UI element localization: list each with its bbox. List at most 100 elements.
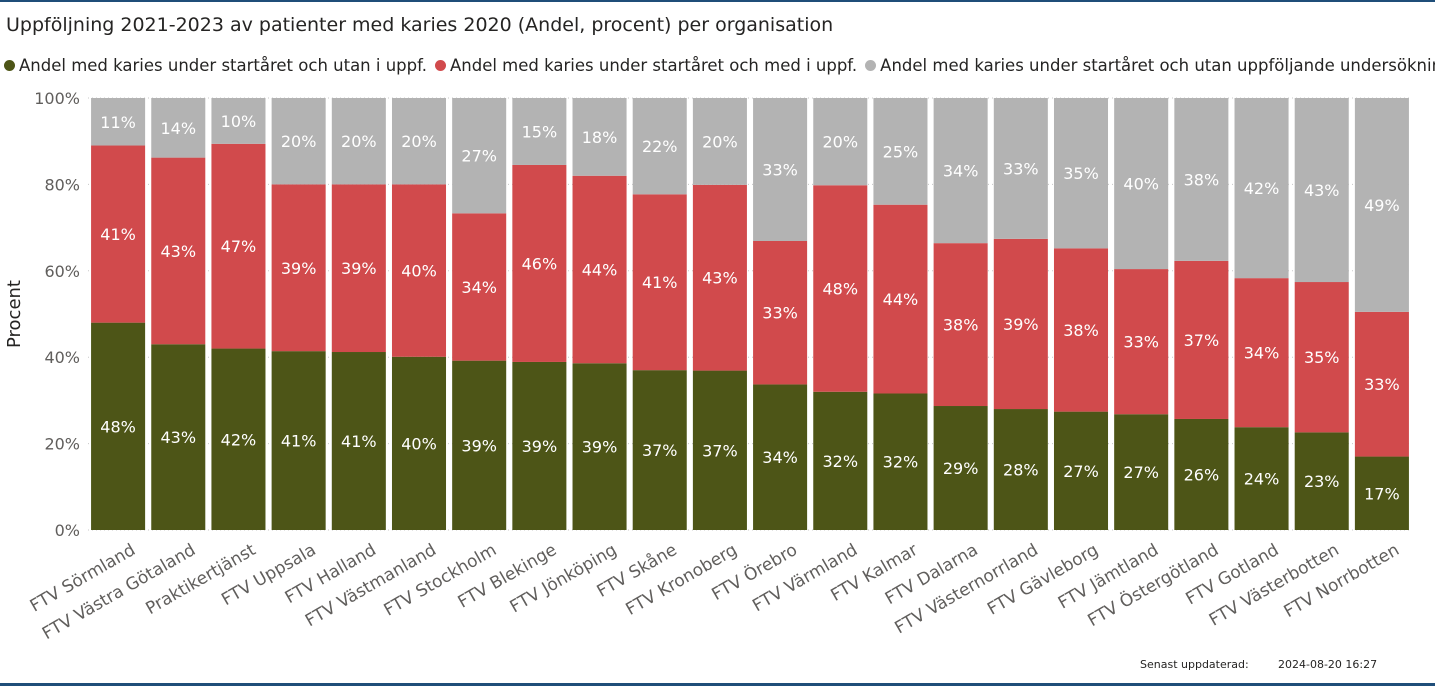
y-axis-title: Procent — [4, 280, 25, 348]
data-label: 33% — [1003, 159, 1039, 178]
bar-segment — [331, 98, 386, 185]
bar-segment — [512, 361, 567, 530]
data-label: 34% — [943, 162, 979, 181]
data-label: 43% — [1304, 181, 1340, 200]
bar-segment — [151, 344, 206, 530]
bar-segment — [572, 175, 627, 364]
data-label: 39% — [522, 437, 558, 456]
data-label: 41% — [341, 432, 377, 451]
bar-segment — [271, 98, 326, 185]
data-label: 34% — [762, 448, 798, 467]
bar-segment — [1354, 456, 1409, 530]
data-label: 40% — [1123, 175, 1159, 194]
data-label: 32% — [883, 453, 919, 472]
data-label: 43% — [160, 428, 196, 447]
data-label: 22% — [642, 137, 678, 156]
data-label: 27% — [1063, 462, 1099, 481]
bar-segment — [1174, 418, 1229, 530]
y-tick-label: 60% — [44, 262, 80, 281]
data-label: 39% — [341, 259, 377, 278]
data-label: 33% — [1123, 333, 1159, 352]
bar-segment — [1114, 414, 1169, 530]
bar-segment — [933, 98, 988, 244]
data-label: 39% — [461, 436, 497, 455]
chart-title: Uppföljning 2021-2023 av patienter med k… — [6, 14, 834, 36]
bar-segment — [1354, 98, 1409, 312]
data-label: 41% — [100, 225, 136, 244]
bar-segment — [331, 184, 386, 353]
bar-segment — [1053, 411, 1109, 530]
data-label: 17% — [1364, 484, 1400, 503]
legend-label-series-2: Andel med karies under startåret och med… — [449, 56, 858, 75]
data-label: 44% — [883, 290, 919, 309]
bar-segment — [331, 352, 386, 530]
bar-segment — [813, 391, 868, 530]
data-label: 40% — [401, 262, 437, 281]
top-rule — [0, 0, 1435, 2]
bar-segment — [271, 351, 326, 530]
bar-segment — [1053, 248, 1109, 412]
bar-segment — [692, 184, 747, 371]
data-label: 41% — [642, 273, 678, 292]
data-label: 39% — [582, 438, 618, 457]
bar-segment — [873, 204, 928, 394]
data-label: 10% — [221, 112, 257, 131]
legend-item-series-1[interactable]: Andel med karies under startåret och uta… — [4, 56, 427, 75]
bar-segment — [512, 98, 567, 165]
bar-segment — [452, 213, 507, 361]
bar-segment — [1234, 278, 1289, 428]
legend-item-series-2[interactable]: Andel med karies under startåret och med… — [434, 56, 858, 75]
data-label: 20% — [281, 132, 317, 151]
bar-segment — [1174, 98, 1229, 261]
bar-segment — [391, 98, 447, 185]
y-tick-label: 0% — [55, 521, 80, 540]
last-updated-value: 2024-08-20 16:27 — [1278, 658, 1378, 671]
data-label: 27% — [461, 147, 497, 166]
legend: Andel med karies under startåret och uta… — [4, 56, 1435, 75]
data-label: 38% — [943, 316, 979, 335]
bar-segment — [1114, 98, 1169, 270]
bar-segment — [211, 348, 266, 530]
bar-segment — [572, 363, 627, 530]
bar-segment — [1234, 98, 1289, 279]
data-label: 33% — [762, 304, 798, 323]
data-label: 37% — [702, 441, 738, 460]
bar-segment — [813, 98, 868, 186]
bar-segment — [572, 98, 627, 176]
data-label: 32% — [822, 452, 858, 471]
bar-segment — [1294, 282, 1349, 433]
data-label: 40% — [401, 434, 437, 453]
data-label: 33% — [1364, 375, 1400, 394]
bar-segment — [993, 409, 1048, 530]
legend-item-series-3[interactable]: Andel med karies under startåret och uta… — [865, 56, 1435, 75]
data-label: 26% — [1184, 465, 1220, 484]
bar-segment — [1294, 432, 1349, 530]
data-label: 18% — [582, 128, 618, 147]
legend-label-series-3: Andel med karies under startåret och uta… — [880, 56, 1435, 75]
bar-segment — [391, 184, 447, 357]
data-label: 49% — [1364, 196, 1400, 215]
bar-segment — [512, 164, 567, 362]
data-label: 33% — [762, 160, 798, 179]
data-label: 38% — [1063, 321, 1099, 340]
data-label: 29% — [943, 459, 979, 478]
bar-segment — [1114, 269, 1169, 415]
data-label: 39% — [281, 259, 317, 278]
data-label: 47% — [221, 237, 257, 256]
bar-segment — [211, 98, 266, 144]
data-label: 34% — [1244, 344, 1280, 363]
bar-segment — [91, 98, 146, 146]
bar-segment — [632, 194, 687, 371]
data-label: 28% — [1003, 461, 1039, 480]
data-label: 24% — [1244, 470, 1280, 489]
data-label: 35% — [1304, 348, 1340, 367]
bar-segment — [1234, 427, 1289, 530]
data-label: 27% — [1123, 463, 1159, 482]
bar-segment — [993, 238, 1048, 410]
bar-segment — [993, 98, 1048, 239]
bar-segment — [753, 98, 808, 241]
bar-segment — [933, 406, 988, 530]
bar-segment — [151, 98, 206, 158]
data-label: 42% — [1244, 179, 1280, 198]
data-label: 25% — [883, 142, 919, 161]
